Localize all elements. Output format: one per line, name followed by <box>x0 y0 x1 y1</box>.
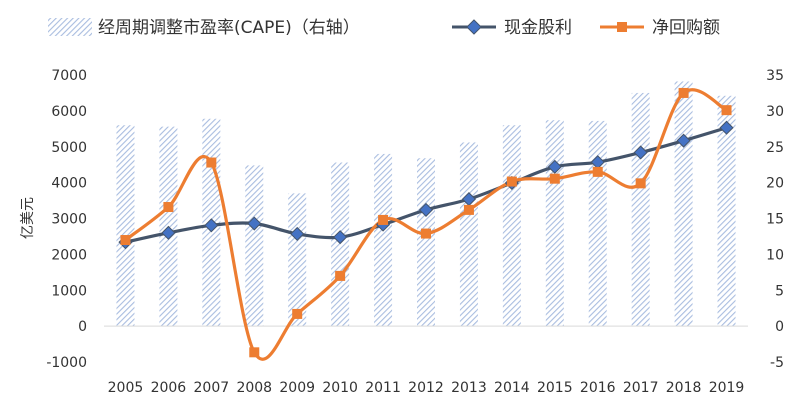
cape-bar-2010 <box>331 162 350 327</box>
cape-bar-2012 <box>417 158 435 327</box>
cape-bar-2017 <box>631 92 650 327</box>
x-tick-label: 2019 <box>709 380 745 396</box>
right-axis-ticks: -5 0 5 10 15 20 25 30 35 <box>766 68 784 371</box>
buyback-point-2013 <box>463 204 474 215</box>
buyback-point-2019 <box>721 105 732 116</box>
cape-bar-2013 <box>459 142 478 327</box>
buyback-point-2010 <box>335 270 346 281</box>
dividend-point-2007 <box>204 218 219 233</box>
x-tick-label: 2015 <box>537 380 573 396</box>
buyback-point-2017 <box>635 178 646 189</box>
dividend-point-2012 <box>418 202 434 217</box>
dividend-point-2015 <box>547 159 562 174</box>
dividend-point-2018 <box>676 133 691 148</box>
right-tick-label: -5 <box>770 355 784 371</box>
cape-bar-2019 <box>717 95 736 327</box>
x-tick-label: 2018 <box>666 380 702 396</box>
legend-swatch-cape <box>48 18 92 36</box>
buyback-line <box>123 88 729 361</box>
buyback-point-2008 <box>249 347 260 358</box>
left-tick-label: 5000 <box>51 140 87 156</box>
x-tick-label: 2013 <box>451 380 487 396</box>
dividend-point-2010 <box>333 230 348 245</box>
left-tick-label: 3000 <box>51 212 87 228</box>
left-tick-label: 2000 <box>51 247 87 263</box>
dividend-point-2006 <box>161 225 176 240</box>
left-tick-label: 1000 <box>51 283 87 299</box>
buyback-point-2011 <box>378 214 389 225</box>
buyback-point-2009 <box>292 308 303 319</box>
left-tick-label: 4000 <box>51 176 87 192</box>
x-tick-label: 2009 <box>279 380 315 396</box>
x-tick-label: 2006 <box>151 380 187 396</box>
dividend-point-2016 <box>590 155 605 170</box>
x-axis-ticks: 2005 2006 2007 2008 2009 2010 2011 2012 2013 2014… <box>108 380 745 396</box>
legend-label-cape: 经周期调整市盈率(CAPE)（右轴） <box>98 18 360 38</box>
right-tick-label: 5 <box>775 283 784 299</box>
x-tick-label: 2011 <box>365 380 401 396</box>
right-tick-label: 30 <box>766 104 784 120</box>
y-axis-title: 亿美元 <box>20 197 36 239</box>
buyback-point-2012 <box>421 228 431 239</box>
cape-bar-2009 <box>288 193 307 327</box>
dividend-point-2013 <box>461 192 477 207</box>
x-tick-label: 2017 <box>623 380 659 396</box>
legend-label-buyback: 净回购额 <box>652 18 720 38</box>
cape-bar-2008 <box>245 165 264 327</box>
right-tick-label: 20 <box>766 176 784 192</box>
buyback-point-2016 <box>592 166 603 177</box>
cape-bar-2018 <box>674 81 693 327</box>
x-tick-label: 2012 <box>408 380 444 396</box>
right-tick-label: 10 <box>766 247 784 263</box>
buyback-point-2015 <box>549 173 560 184</box>
legend-marker-dividend <box>466 19 482 35</box>
dividend-point-2008 <box>247 216 262 231</box>
left-tick-label: 0 <box>78 319 87 335</box>
x-tick-label: 2005 <box>108 380 144 396</box>
series-markers <box>118 87 734 358</box>
cape-bar-2014 <box>502 125 521 327</box>
left-tick-label: 6000 <box>51 104 87 120</box>
buyback-point-2018 <box>678 87 689 98</box>
dividend-point-2019 <box>719 120 734 135</box>
x-tick-label: 2010 <box>322 380 358 396</box>
x-tick-label: 2016 <box>580 380 616 396</box>
buyback-point-2006 <box>163 202 174 213</box>
left-tick-label: 7000 <box>51 68 87 84</box>
left-tick-label: -1000 <box>46 355 87 371</box>
right-tick-label: 0 <box>775 319 784 335</box>
left-axis-ticks: -1000 0 1000 2000 3000 4000 5000 6000 7000 <box>46 68 87 371</box>
legend: 经周期调整市盈率(CAPE)（右轴） 现金股利 净回购额 <box>48 18 720 38</box>
dividend-point-2009 <box>290 226 305 241</box>
dividend-point-2017 <box>633 145 648 160</box>
right-tick-label: 25 <box>766 140 784 156</box>
buyback-point-2014 <box>506 176 517 187</box>
buyback-point-2007 <box>206 157 217 168</box>
cape-bar-2015 <box>545 120 564 327</box>
right-tick-label: 15 <box>766 212 784 228</box>
cape-bar-2016 <box>588 120 607 327</box>
x-tick-label: 2007 <box>194 380 230 396</box>
right-tick-label: 35 <box>766 68 784 84</box>
x-tick-label: 2008 <box>236 380 272 396</box>
legend-label-dividend: 现金股利 <box>504 18 572 38</box>
buyback-point-2005 <box>120 235 131 246</box>
x-tick-label: 2014 <box>494 380 530 396</box>
cape-bar-2011 <box>374 153 393 327</box>
cape-bar-2005 <box>116 125 135 327</box>
legend-marker-buyback <box>617 22 627 32</box>
